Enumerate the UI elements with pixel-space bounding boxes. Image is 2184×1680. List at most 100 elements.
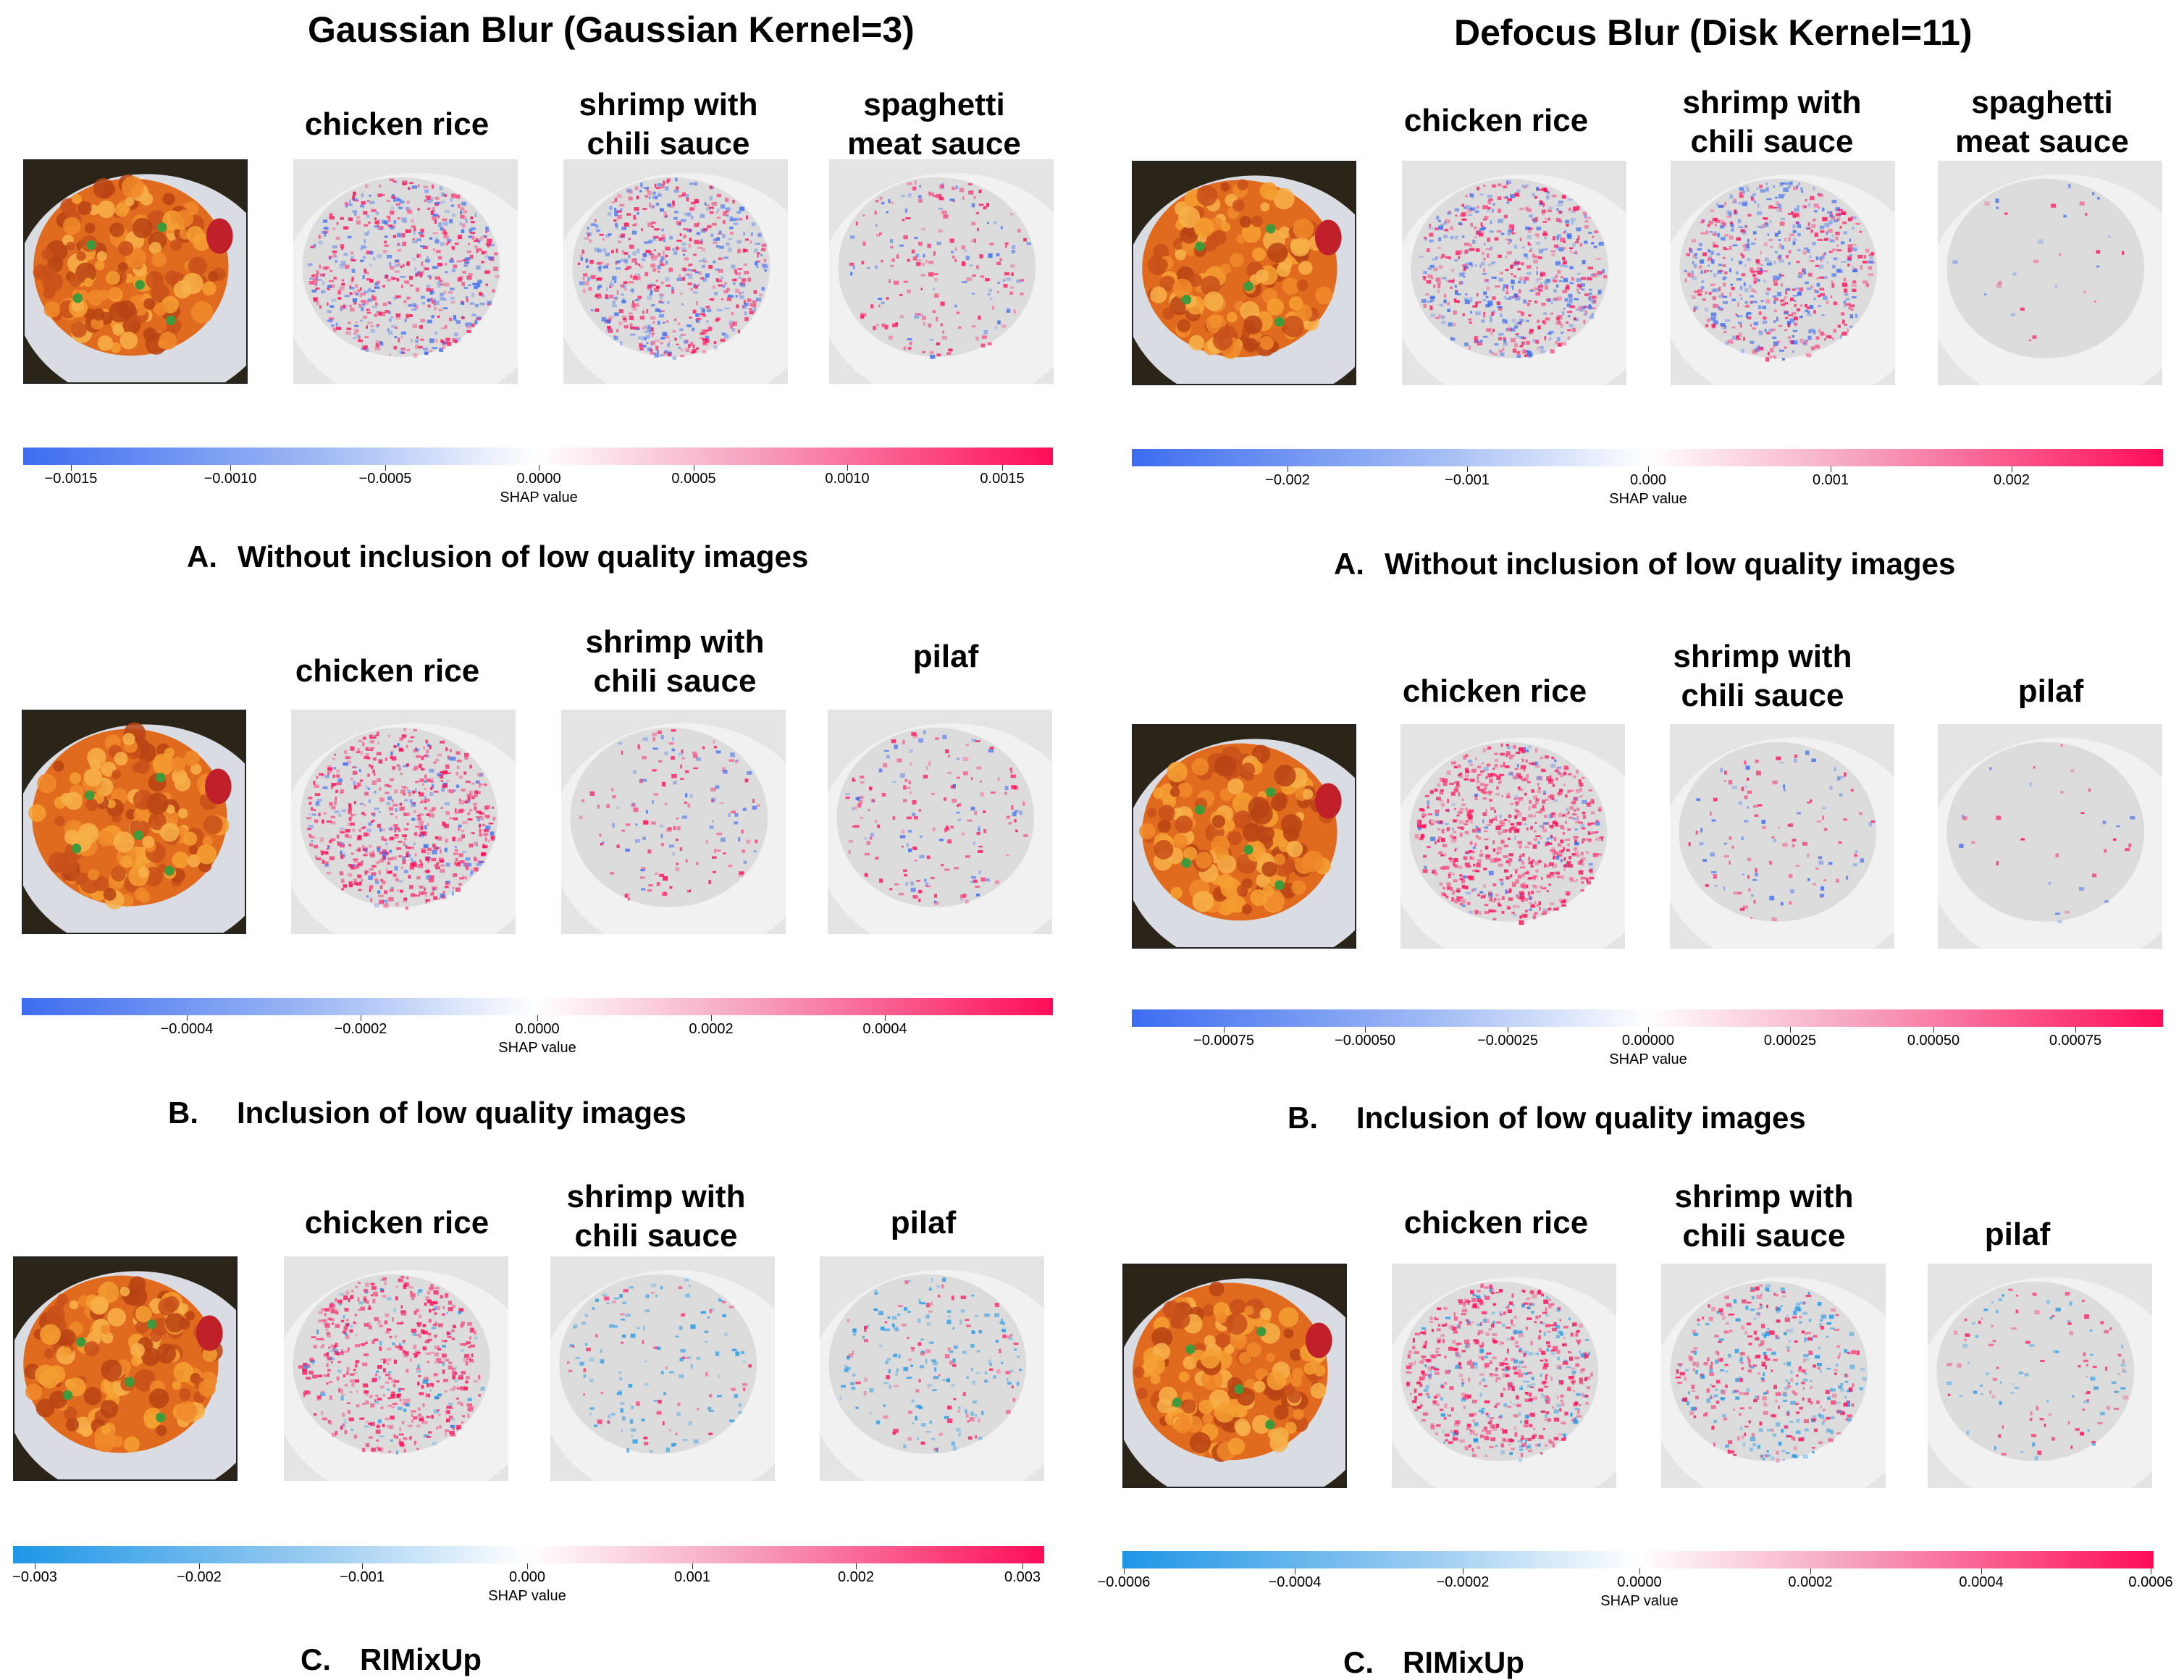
gA-axis-label: SHAP value xyxy=(500,490,577,506)
gC-tick-label: −0.003 xyxy=(12,1569,57,1586)
dC-tick-label: 0.0004 xyxy=(1959,1574,2003,1591)
gB-tick-mark xyxy=(711,1015,712,1021)
gA-tick-label: −0.0005 xyxy=(359,471,412,487)
gC-shap-map-3 xyxy=(820,1256,1044,1481)
dB-tick-mark xyxy=(1790,1027,1791,1033)
dC-tick-label: −0.0004 xyxy=(1269,1574,1322,1591)
gB-axis-label: SHAP value xyxy=(498,1040,576,1057)
dC-heading-1: chicken rice xyxy=(1366,1204,1626,1243)
gA-tick-mark xyxy=(71,465,72,471)
gC-heading-1: chicken rice xyxy=(266,1204,527,1243)
gB-tick-mark xyxy=(187,1015,188,1021)
dC-tick-mark xyxy=(1981,1568,1982,1574)
gC-tick-label: 0.000 xyxy=(509,1569,545,1586)
dB-shap-map-1 xyxy=(1400,724,1625,949)
gC-colorbar xyxy=(13,1546,1044,1563)
gB-shap-map-2 xyxy=(561,710,786,934)
dA-colorbar xyxy=(1132,449,2163,466)
dA-food-photo xyxy=(1132,161,1356,385)
dB-tick-label: −0.00025 xyxy=(1477,1033,1538,1049)
gC-tick-label: 0.001 xyxy=(674,1569,710,1586)
gA-tick-label: 0.0005 xyxy=(671,471,715,487)
dC-shap-map-2 xyxy=(1661,1264,1886,1488)
gA-tick-mark xyxy=(1002,465,1003,471)
gC-food-photo xyxy=(13,1256,238,1481)
gA-colorbar xyxy=(23,448,1053,465)
gC-tick-mark xyxy=(527,1563,528,1569)
gA-heading-2: shrimp with chili sauce xyxy=(538,85,799,164)
dA-tick-label: 0.001 xyxy=(1813,472,1849,489)
dC-caption-text: RIMixUp xyxy=(1403,1645,1524,1680)
dC-colorbar xyxy=(1122,1551,2154,1568)
dC-tick-label: 0.0002 xyxy=(1788,1574,1832,1591)
gB-caption-letter: B. xyxy=(168,1096,198,1130)
gC-shap-map-1 xyxy=(284,1256,508,1481)
gB-tick-label: 0.0002 xyxy=(689,1021,733,1038)
gA-tick-mark xyxy=(230,465,231,471)
dC-food-photo xyxy=(1122,1264,1347,1488)
dC-caption-letter: C. xyxy=(1343,1645,1374,1680)
gB-caption-text: Inclusion of low quality images xyxy=(237,1096,686,1130)
gC-caption-letter: C. xyxy=(301,1642,331,1677)
gB-tick-label: 0.0004 xyxy=(862,1021,907,1038)
dA-caption-letter: A. xyxy=(1334,547,1364,581)
dB-tick-mark xyxy=(1648,1027,1649,1033)
gA-tick-label: 0.0010 xyxy=(825,471,869,487)
gA-caption-text: Without inclusion of low quality images xyxy=(238,539,808,574)
gA-tick-mark xyxy=(847,465,848,471)
dC-tick-label: 0.0006 xyxy=(2128,1574,2172,1591)
dC-tick-mark xyxy=(1639,1568,1640,1574)
gB-heading-2: shrimp with chili sauce xyxy=(545,623,805,701)
dA-tick-label: −0.001 xyxy=(1445,472,1490,489)
gC-caption-text: RIMixUp xyxy=(360,1642,482,1677)
gC-tick-mark xyxy=(856,1563,857,1569)
gA-tick-label: −0.0015 xyxy=(45,471,98,487)
dC-tick-label: −0.0006 xyxy=(1098,1574,1151,1591)
gC-tick-label: 0.003 xyxy=(1004,1569,1041,1586)
title-gaussian-blur: Gaussian Blur (Gaussian Kernel=3) xyxy=(308,9,915,51)
dA-tick-label: 0.000 xyxy=(1630,472,1666,489)
gC-tick-mark xyxy=(692,1563,693,1569)
gB-tick-label: −0.0004 xyxy=(161,1021,214,1038)
dB-tick-mark xyxy=(1365,1027,1366,1033)
gA-heading-1: chicken rice xyxy=(266,105,527,144)
dA-tick-label: −0.002 xyxy=(1265,472,1310,489)
gB-shap-map-3 xyxy=(828,710,1052,934)
dA-tick-mark xyxy=(1467,466,1468,472)
dC-heading-2: shrimp with chili sauce xyxy=(1634,1177,1894,1256)
dA-caption-text: Without inclusion of low quality images xyxy=(1385,547,1955,581)
dC-tick-label: −0.0002 xyxy=(1437,1574,1490,1591)
gA-food-photo xyxy=(23,159,248,384)
dB-tick-label: −0.00050 xyxy=(1335,1033,1395,1049)
dA-shap-map-3 xyxy=(1938,161,2162,385)
dA-heading-1: chicken rice xyxy=(1366,101,1626,140)
gC-heading-2: shrimp with chili sauce xyxy=(526,1177,786,1256)
title-defocus-blur: Defocus Blur (Disk Kernel=11) xyxy=(1454,12,1973,54)
dC-tick-mark xyxy=(1124,1568,1125,1574)
gC-shap-map-2 xyxy=(550,1256,775,1481)
gA-tick-label: 0.0015 xyxy=(980,471,1024,487)
dB-food-photo xyxy=(1132,724,1356,949)
dB-caption-text: Inclusion of low quality images xyxy=(1356,1101,1806,1135)
gA-tick-mark xyxy=(385,465,386,471)
dA-tick-label: 0.002 xyxy=(1994,472,2030,489)
gB-tick-mark xyxy=(885,1015,886,1021)
dC-shap-map-3 xyxy=(1928,1264,2152,1488)
gB-colorbar xyxy=(22,998,1053,1015)
gA-caption-letter: A. xyxy=(187,539,217,574)
dA-axis-label: SHAP value xyxy=(1609,491,1687,508)
gB-tick-label: 0.0000 xyxy=(515,1021,559,1038)
dA-heading-3: spaghetti meat sauce xyxy=(1912,83,2172,161)
dB-tick-label: 0.00000 xyxy=(1622,1033,1674,1049)
dB-shap-map-3 xyxy=(1938,724,2162,949)
dA-tick-mark xyxy=(1648,466,1649,472)
gA-shap-map-2 xyxy=(563,159,788,384)
dB-tick-label: −0.00075 xyxy=(1193,1033,1254,1049)
gC-tick-label: 0.002 xyxy=(838,1569,874,1586)
dB-heading-3: pilaf xyxy=(1920,672,2181,711)
gB-food-photo xyxy=(22,710,246,934)
dB-heading-2: shrimp with chili sauce xyxy=(1632,637,1893,715)
gB-shap-map-1 xyxy=(291,710,516,934)
gB-tick-label: −0.0002 xyxy=(335,1021,387,1038)
gC-tick-label: −0.001 xyxy=(340,1569,385,1586)
